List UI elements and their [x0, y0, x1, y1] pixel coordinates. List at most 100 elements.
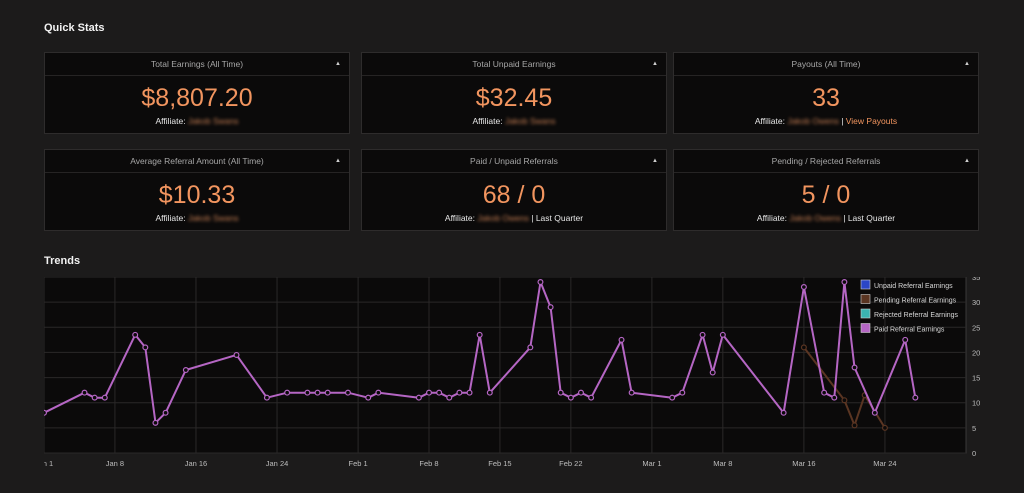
paid-referral-earningspoint	[851, 364, 858, 371]
paid-referral-earningspoint	[679, 389, 686, 396]
x-tick-label: Mar 8	[713, 459, 732, 468]
paid-referral-earningspoint	[162, 409, 169, 416]
plot-area	[43, 276, 967, 454]
card-subtitle: Affiliate: Jakob Owens | Last Quarter	[362, 213, 666, 224]
card-value: $10.33	[158, 181, 236, 209]
paid-referral-earningspoint	[841, 279, 848, 286]
card-header: Paid / Unpaid Referrals ▲	[362, 150, 666, 173]
paid-referral-earningspoint	[314, 389, 321, 396]
card-value: $32.45	[475, 84, 553, 112]
paid-referral-earningspoint	[486, 389, 493, 396]
collapse-caret-icon[interactable]: ▲	[652, 158, 658, 164]
pending-referral-earningspoint	[841, 397, 848, 404]
affiliate-name: Jakob Swans	[187, 116, 239, 126]
paid-referral-earningspoint	[466, 389, 473, 396]
paid-referral-earningspoint	[40, 409, 48, 416]
card-header: Payouts (All Time) ▲	[674, 53, 978, 76]
paid-referral-earningspoint	[284, 389, 291, 396]
paid-referral-earningspoint	[436, 389, 443, 396]
paid-referral-earningspoint	[182, 367, 189, 374]
card-title: Total Unpaid Earnings	[472, 59, 556, 69]
paid-referral-earningspoint	[304, 389, 311, 396]
stat-card: Total Earnings (All Time) ▲ $8,807.20 Af…	[44, 52, 350, 134]
paid-referral-earningspoint	[709, 369, 716, 376]
x-tick-label: Feb 22	[559, 459, 582, 468]
paid-referral-earningspoint	[527, 344, 534, 351]
y-tick-label: 25	[972, 323, 980, 332]
y-tick-label: 20	[972, 348, 980, 357]
paid-referral-earningspoint	[577, 389, 584, 396]
paid-referral-earningspoint	[669, 394, 676, 401]
collapse-caret-icon[interactable]: ▲	[335, 61, 341, 67]
card-subtitle: Affiliate: Jakob Owens | Last Quarter	[674, 213, 978, 224]
legend-label: Unpaid Referral Earnings	[874, 283, 953, 290]
x-tick-label: Jan 8	[106, 459, 124, 468]
card-header: Pending / Rejected Referrals ▲	[674, 150, 978, 173]
paid-referral-earningspoint	[902, 336, 909, 343]
affiliate-label: Affiliate:	[444, 213, 476, 223]
paid-referral-earningspoint	[476, 331, 483, 338]
paid-referral-earningspoint	[567, 394, 574, 401]
card-value: 33	[812, 84, 840, 112]
paid-referral-earningspoint	[81, 389, 88, 396]
x-tick-label: Feb 15	[488, 459, 511, 468]
x-tick-label: Feb 1	[348, 459, 367, 468]
collapse-caret-icon[interactable]: ▲	[964, 158, 970, 164]
stat-card: Payouts (All Time) ▲ 33 Affiliate: Jakob…	[673, 52, 979, 134]
card-title: Total Earnings (All Time)	[150, 59, 244, 69]
card-title: Pending / Rejected Referrals	[771, 156, 881, 166]
collapse-caret-icon[interactable]: ▲	[964, 61, 970, 67]
paid-referral-earningspoint	[821, 389, 828, 396]
view-payouts-link[interactable]: View Payouts	[845, 116, 898, 126]
y-tick-label: 15	[972, 374, 980, 383]
x-tick-label: Feb 8	[419, 459, 438, 468]
paid-referral-earningspoint	[831, 394, 838, 401]
collapse-caret-icon[interactable]: ▲	[335, 158, 341, 164]
legend-swatch	[860, 279, 871, 290]
x-tick-label: Mar 16	[792, 459, 815, 468]
paid-referral-earningspoint	[263, 394, 270, 401]
card-subtitle: Affiliate: Jakob Owens | View Payouts	[674, 116, 978, 127]
y-tick-label: 10	[972, 399, 980, 408]
affiliate-label: Affiliate:	[754, 116, 785, 126]
paid-referral-earningspoint	[415, 394, 422, 401]
paid-referral-earningspoint	[537, 279, 544, 286]
paid-referral-earningspoint	[375, 389, 382, 396]
stat-card: Average Referral Amount (All Time) ▲ $10…	[44, 149, 350, 231]
card-subtitle: Affiliate: Jakob Swans	[362, 116, 666, 127]
paid-referral-earningspoint	[618, 336, 625, 343]
y-tick-label: 0	[972, 449, 976, 458]
pending-referral-earningspoint	[881, 424, 888, 431]
pending-referral-earningspoint	[851, 422, 858, 429]
paid-referral-earningspoint	[101, 394, 108, 401]
paid-referral-earningspoint	[426, 389, 433, 396]
x-tick-label: Jan 16	[185, 459, 208, 468]
affiliate-name: Jakob Swans	[504, 116, 556, 126]
legend-swatch	[860, 323, 871, 333]
y-tick-label: 5	[972, 424, 976, 433]
collapse-caret-icon[interactable]: ▲	[652, 61, 658, 67]
card-subtitle: Affiliate: Jakob Swans	[45, 116, 349, 127]
stat-card: Paid / Unpaid Referrals ▲ 68 / 0 Affilia…	[361, 149, 667, 231]
affiliate-label: Affiliate:	[756, 213, 788, 223]
affiliate-label: Affiliate:	[155, 116, 186, 126]
x-tick-label: Mar 1	[642, 459, 661, 468]
legend-label: Pending Referral Earnings	[874, 298, 957, 305]
legend-swatch	[860, 308, 871, 319]
paid-referral-earningspoint	[780, 409, 787, 416]
x-tick-label: Jan 1	[44, 459, 53, 468]
affiliate-name: Jakob Owens	[789, 213, 841, 223]
card-header: Total Unpaid Earnings ▲	[362, 53, 666, 76]
period-label: Last Quarter	[847, 213, 896, 223]
trends-chart: 0 5 10 15 20 25 30 35 Jan 1 Jan 8 Jan 16 Jan 24 Feb …	[35, 273, 989, 477]
pending-referral-earningspoint	[800, 344, 807, 351]
stat-card: Pending / Rejected Referrals ▲ 5 / 0 Aff…	[673, 149, 979, 231]
stat-card: Total Unpaid Earnings ▲ $32.45 Affiliate…	[361, 52, 667, 134]
card-title: Payouts (All Time)	[791, 59, 861, 69]
affiliate-name: Jakob Owens	[477, 213, 529, 223]
card-value: 5 / 0	[801, 181, 851, 209]
paid-referral-earningspoint	[344, 389, 351, 396]
paid-referral-earningspoint	[324, 389, 331, 396]
paid-referral-earningspoint	[365, 394, 372, 401]
paid-referral-earningspoint	[719, 331, 726, 338]
